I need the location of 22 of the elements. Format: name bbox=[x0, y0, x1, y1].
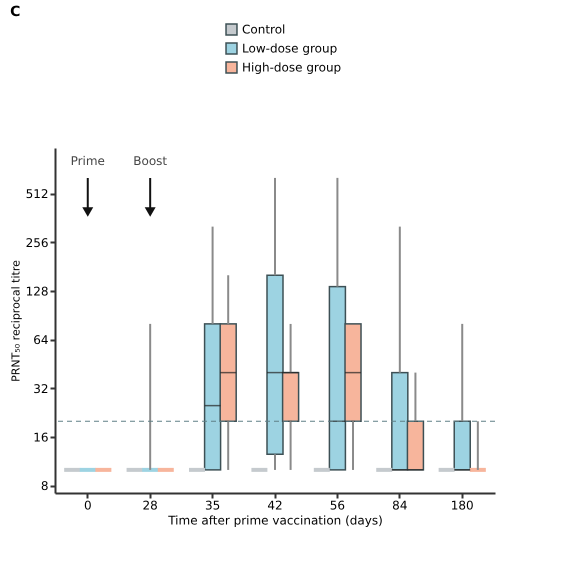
chart-title: C bbox=[10, 4, 20, 20]
x-tick-label: 42 bbox=[267, 498, 283, 512]
y-tick-label: 8 bbox=[40, 479, 48, 494]
x-tick-label: 56 bbox=[330, 498, 346, 512]
y-axis-title: PRNT₅₀ reciprocal titre bbox=[10, 260, 23, 382]
annotation: Boost bbox=[133, 154, 168, 168]
x-tick-label: 35 bbox=[204, 498, 220, 512]
legend-label: High-dose group bbox=[242, 60, 342, 74]
x-tick-label: 28 bbox=[142, 498, 158, 512]
y-tick-label: 16 bbox=[33, 430, 48, 444]
x-tick-label: 0 bbox=[84, 498, 92, 512]
y-tick-label: 128 bbox=[26, 284, 48, 298]
legend-label: Low-dose group bbox=[242, 42, 338, 56]
y-tick-label: 32 bbox=[33, 382, 48, 396]
y-tick-label: 256 bbox=[26, 236, 48, 250]
y-tick-label: 64 bbox=[33, 333, 48, 348]
legend-label: Control bbox=[242, 22, 286, 36]
x-axis-title: Time after prime vaccination (days) bbox=[167, 514, 383, 528]
x-tick-label: 180 bbox=[450, 498, 474, 512]
annotation: Prime bbox=[70, 154, 105, 168]
y-tick-label: 512 bbox=[26, 187, 48, 202]
x-tick-label: 84 bbox=[392, 498, 408, 512]
